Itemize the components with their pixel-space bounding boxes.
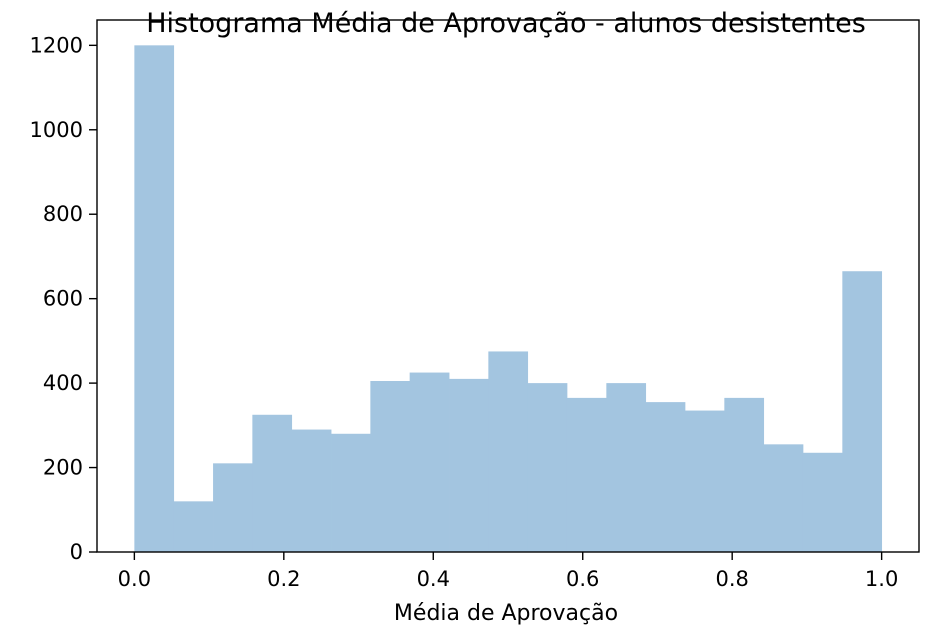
plot-frame [96,19,920,553]
y-axis-ticks: 0 200 400 600 800 1000 1200 [30,33,97,564]
x-tick-label: 0.4 [417,567,450,591]
histogram-bar [134,45,175,552]
x-tick-label: 0.0 [118,567,151,591]
histogram-bar [449,378,489,552]
y-tick-label: 200 [43,456,83,480]
x-axis-label: Média de Aprovação [394,601,618,626]
histogram-bar [842,271,883,552]
y-tick-label: 0 [70,540,83,564]
x-tick-label: 0.2 [267,567,300,591]
y-tick-label: 1000 [30,118,83,142]
histogram-bar [645,402,686,552]
histogram-bar [331,433,371,552]
bars-group [134,45,883,552]
y-tick-label: 600 [43,287,83,311]
y-tick-label: 400 [43,371,83,395]
histogram-bar [566,397,607,552]
histogram-bar [252,414,293,552]
histogram-bar [291,429,332,552]
x-tick-label: 1.0 [865,567,898,591]
histogram-bar [409,372,450,552]
y-tick-label: 800 [43,202,83,226]
x-tick-label: 0.6 [566,567,599,591]
histogram-bar [684,410,725,552]
histogram-bar [488,351,529,552]
x-tick-label: 0.8 [715,567,748,591]
histogram-bar [606,383,647,552]
histogram-bar [527,383,568,552]
histogram-bar [763,444,804,552]
histogram-bar [724,397,765,552]
y-tick-label: 1200 [30,33,83,57]
histogram-bar [213,463,253,552]
x-axis-ticks: 0.0 0.2 0.4 0.6 0.8 1.0 [118,552,898,591]
histogram-bar [173,501,214,552]
histogram-bar [370,381,411,552]
histogram-bar [802,452,843,552]
chart-title: Histograma Média de Aprovação - alunos d… [146,8,866,39]
